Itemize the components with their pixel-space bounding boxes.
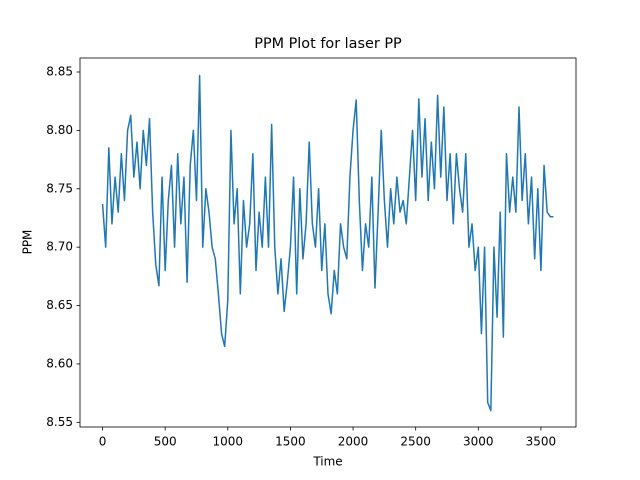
x-tick-label: 3500 <box>526 435 557 449</box>
y-tick-label: 8.85 <box>46 65 73 79</box>
y-tick-label: 8.60 <box>46 356 73 370</box>
x-tick-label: 0 <box>99 435 107 449</box>
x-tick-label: 3000 <box>463 435 494 449</box>
data-line <box>101 74 554 412</box>
y-tick-label: 8.65 <box>46 298 73 312</box>
x-axis-label: Time <box>312 455 342 469</box>
x-tick-label: 2500 <box>400 435 431 449</box>
y-tick-label: 8.55 <box>46 415 73 429</box>
y-tick-label: 8.80 <box>46 123 73 137</box>
x-tick-label: 500 <box>154 435 177 449</box>
y-axis-label: PPM <box>21 230 35 255</box>
x-tick-label: 1500 <box>275 435 306 449</box>
plot-frame <box>79 57 577 428</box>
y-tick-label: 8.70 <box>46 240 73 254</box>
y-tick-label: 8.75 <box>46 181 73 195</box>
x-tick-label: 1000 <box>213 435 244 449</box>
chart-title: PPM Plot for laser PP <box>254 36 402 52</box>
x-tick-label: 2000 <box>338 435 369 449</box>
